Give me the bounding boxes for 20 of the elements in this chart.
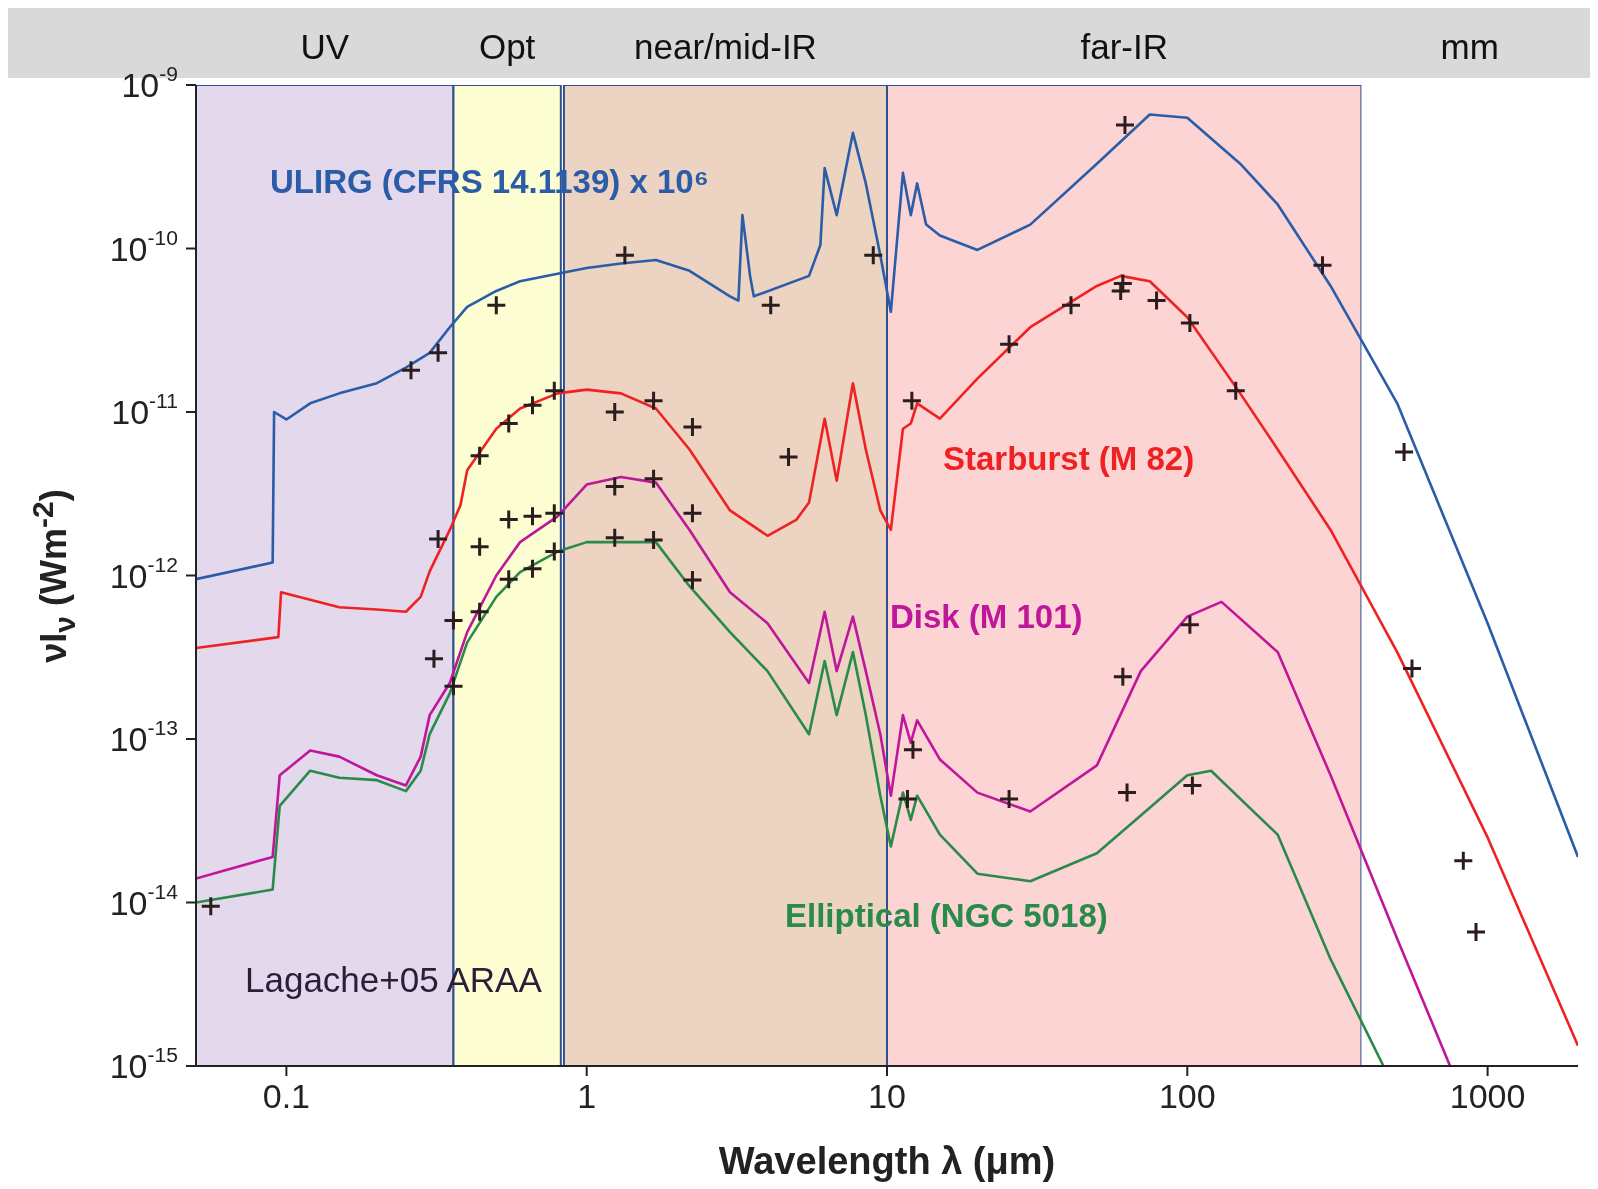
y-tick-label: 10$^{-15}$ — [109, 1043, 178, 1085]
band-label: Opt — [478, 27, 536, 66]
band-label: near/mid-IR — [634, 27, 817, 66]
y-tick-label: 10$^{-14}$ — [109, 879, 179, 922]
y-tick-label: 10$^{-12}$ — [109, 552, 178, 595]
y-tick-label: 10$^{-13}$ — [109, 716, 178, 758]
y-tick-label: 10$^{-11}$ — [111, 389, 178, 431]
band-label: far-IR — [1080, 27, 1168, 66]
x-tick-label: 0.1 — [262, 1077, 311, 1115]
x-tick-label: 1 — [577, 1077, 597, 1115]
x-tick-label: 10 — [868, 1077, 906, 1115]
x-tick-label: 100 — [1158, 1077, 1216, 1115]
series-label: Starburst (M 82) — [943, 440, 1195, 478]
y-tick-label: 10$^{-10}$ — [109, 225, 178, 268]
band-label: UV — [300, 27, 350, 66]
series-label: Disk (M 101) — [890, 598, 1083, 636]
x-tick-label: 1000 — [1449, 1077, 1526, 1115]
band-label: mm — [1440, 27, 1499, 66]
x-axis-title: Wavelength λ (μm) — [718, 1140, 1056, 1182]
y-tick-label: 10$^{-9}$ — [121, 62, 178, 104]
